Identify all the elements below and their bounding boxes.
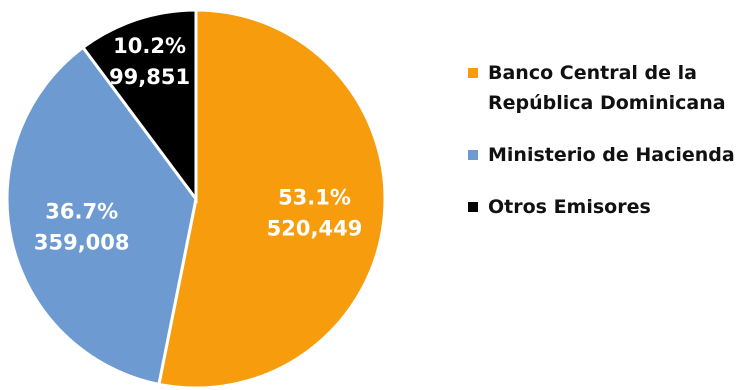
- legend-label: Ministerio de Hacienda: [488, 144, 735, 166]
- legend-swatch: [468, 150, 478, 160]
- legend-item-otros-emisores: Otros Emisores: [468, 192, 738, 222]
- legend-swatch: [468, 202, 478, 212]
- value-label: 99,851: [109, 65, 190, 89]
- legend-item-ministerio-hacienda: Ministerio de Hacienda: [468, 140, 738, 170]
- pie-slices: [5, 8, 387, 390]
- value-label: 359,008: [34, 231, 130, 255]
- slice-banco-central: [157, 8, 387, 390]
- legend: Banco Central de la República Dominicana…: [468, 58, 738, 222]
- legend-item-banco-central: Banco Central de la República Dominicana: [468, 58, 738, 118]
- label-otros-emisores: 10.2% 99,851: [109, 34, 190, 89]
- legend-swatch: [468, 68, 478, 78]
- percent-label: 10.2%: [113, 34, 186, 58]
- slice-ministerio-hacienda: [5, 45, 198, 387]
- legend-label: Otros Emisores: [488, 196, 651, 218]
- percent-label: 53.1%: [278, 186, 351, 210]
- label-ministerio-hacienda: 36.7% 359,008: [34, 200, 130, 255]
- percent-label: 36.7%: [45, 200, 118, 224]
- value-label: 520,449: [267, 217, 363, 241]
- slice-otros-emisores: [80, 8, 198, 204]
- legend-label: Banco Central de la República Dominicana: [488, 62, 726, 114]
- pie-data-labels: 53.1% 520,449 36.7% 359,008 10.2% 99,851: [34, 34, 362, 255]
- label-banco-central: 53.1% 520,449: [267, 186, 363, 241]
